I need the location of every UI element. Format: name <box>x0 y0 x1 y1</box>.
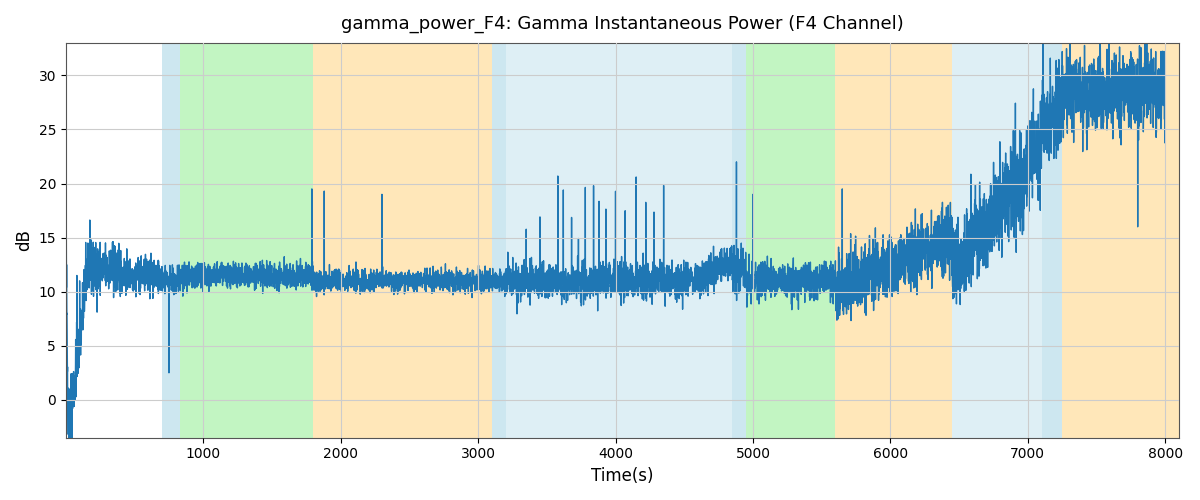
Bar <box>1042 43 1062 438</box>
Bar <box>952 43 1042 438</box>
Bar <box>560 43 732 438</box>
Bar <box>1062 43 1178 438</box>
Bar <box>746 43 835 438</box>
X-axis label: Time(s): Time(s) <box>592 467 654 485</box>
Bar <box>835 43 952 438</box>
Bar <box>313 43 492 438</box>
Y-axis label: dB: dB <box>16 230 34 251</box>
Bar <box>732 43 746 438</box>
Bar <box>492 43 505 438</box>
Bar <box>162 43 180 438</box>
Bar <box>180 43 313 438</box>
Title: gamma_power_F4: Gamma Instantaneous Power (F4 Channel): gamma_power_F4: Gamma Instantaneous Powe… <box>341 15 904 34</box>
Bar <box>505 43 560 438</box>
